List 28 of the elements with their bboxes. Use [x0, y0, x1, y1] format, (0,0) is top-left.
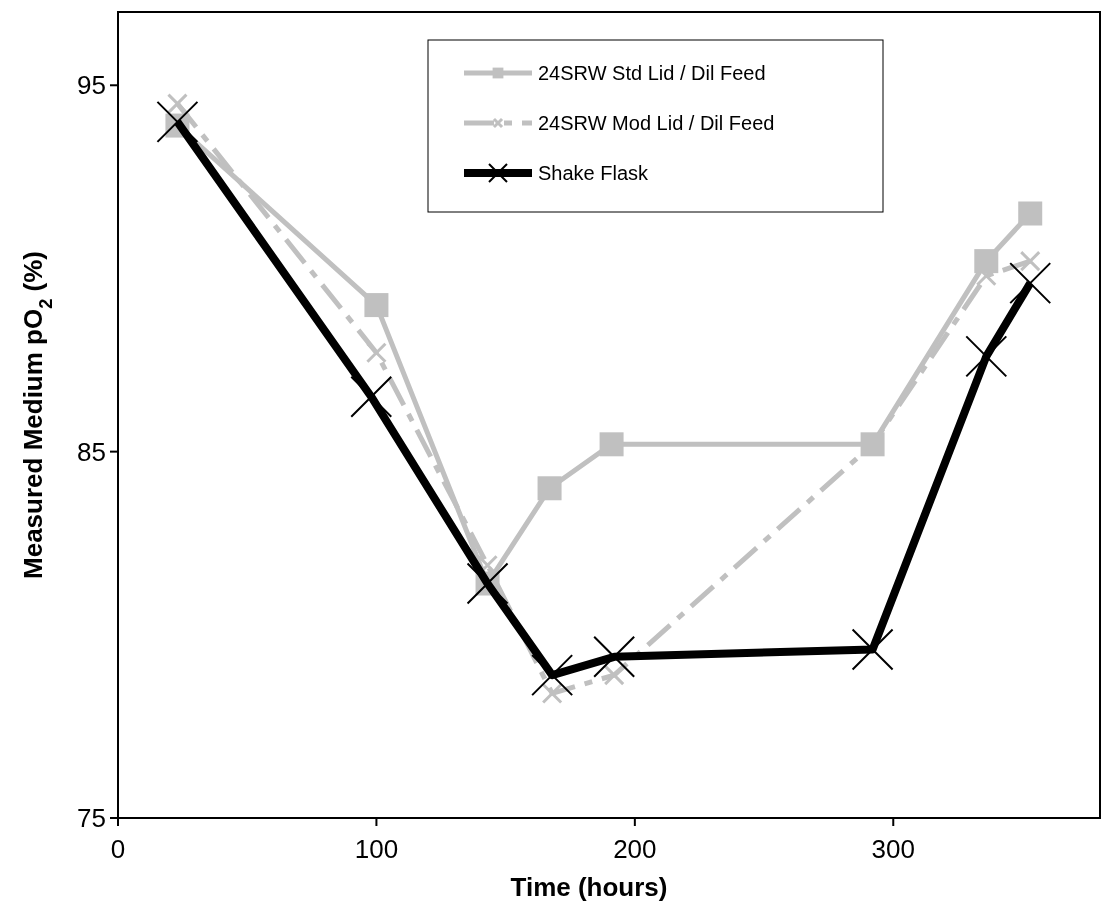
point [603, 664, 625, 686]
y-tick-label: 85 [77, 436, 106, 467]
legend-label: 24SRW Mod Lid / Dil Feed [538, 112, 775, 134]
point [1009, 262, 1052, 305]
x-axis-title: Time (hours) [510, 872, 668, 902]
legend-label: 24SRW Std Lid / Dil Feed [538, 62, 766, 84]
point [156, 100, 199, 143]
point [965, 335, 1008, 378]
point [166, 93, 188, 115]
point [974, 249, 999, 274]
point [365, 342, 387, 364]
point [350, 375, 393, 418]
point [541, 682, 563, 704]
point [364, 293, 389, 318]
point [531, 654, 574, 697]
x-tick-label: 200 [613, 834, 657, 864]
point [599, 432, 624, 457]
legend-label: Shake Flask [538, 162, 650, 184]
point [1018, 201, 1043, 226]
point [1019, 250, 1041, 272]
point [593, 635, 636, 678]
x-tick-label: 300 [871, 834, 915, 864]
y-tick-label: 95 [77, 70, 106, 101]
y-tick-label: 75 [77, 803, 106, 834]
x-tick-label: 100 [354, 834, 399, 864]
point [851, 628, 894, 671]
point [537, 476, 562, 501]
x-tick-label: 0 [110, 834, 126, 864]
